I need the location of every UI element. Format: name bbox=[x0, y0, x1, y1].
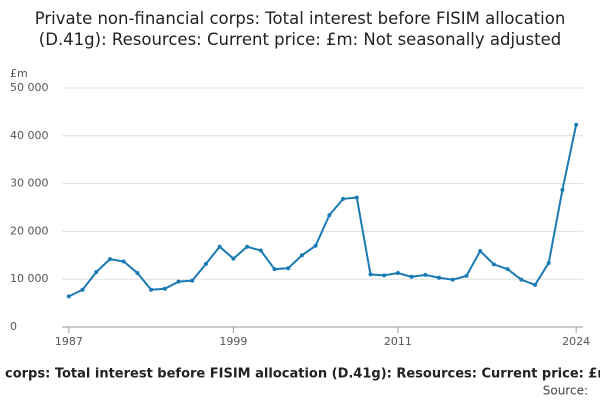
point bbox=[505, 267, 510, 272]
y-tick-label: 0 bbox=[10, 320, 17, 333]
point bbox=[231, 256, 236, 261]
point bbox=[546, 260, 551, 265]
point bbox=[176, 279, 181, 284]
point bbox=[395, 270, 400, 275]
y-tick-label: 10 000 bbox=[10, 272, 49, 285]
point bbox=[107, 257, 112, 262]
point bbox=[423, 272, 428, 277]
point bbox=[217, 244, 222, 249]
y-tick-label: 50 000 bbox=[10, 81, 49, 94]
line bbox=[68, 124, 578, 298]
point bbox=[478, 248, 483, 253]
point bbox=[341, 196, 346, 201]
point bbox=[519, 277, 524, 282]
point bbox=[149, 287, 154, 292]
point bbox=[286, 266, 291, 271]
footer: corps: Total interest before FISIM alloc… bbox=[5, 367, 600, 382]
y-tick-label: 20 000 bbox=[10, 224, 49, 237]
x-tick-label: 1999 bbox=[219, 335, 247, 348]
point bbox=[313, 243, 318, 248]
point bbox=[258, 248, 263, 253]
source: Source: bbox=[543, 384, 588, 398]
point bbox=[94, 270, 99, 275]
y-tick-label: 40 000 bbox=[10, 129, 49, 142]
point bbox=[560, 187, 565, 192]
point bbox=[491, 262, 496, 267]
point bbox=[533, 282, 538, 287]
point bbox=[368, 272, 373, 277]
point bbox=[121, 259, 126, 264]
point bbox=[450, 277, 455, 282]
x-tick-label: 2024 bbox=[562, 335, 590, 348]
y-unit: £m bbox=[10, 67, 28, 80]
x-tick-label: 1987 bbox=[55, 335, 83, 348]
point bbox=[409, 274, 414, 279]
y-tick-label: 30 000 bbox=[10, 177, 49, 190]
point bbox=[80, 287, 85, 292]
point bbox=[382, 273, 387, 278]
point bbox=[299, 253, 304, 258]
point bbox=[354, 195, 359, 200]
point bbox=[464, 273, 469, 278]
point bbox=[66, 294, 71, 299]
x-tick-label: 2011 bbox=[384, 335, 412, 348]
point bbox=[574, 122, 579, 127]
point bbox=[190, 278, 195, 283]
point bbox=[162, 286, 167, 291]
point bbox=[135, 270, 140, 275]
point bbox=[327, 213, 332, 218]
chart-title: Private non-financial corps: Total inter… bbox=[34, 9, 566, 49]
point bbox=[437, 275, 442, 280]
point bbox=[245, 244, 250, 249]
point bbox=[203, 261, 208, 266]
point bbox=[272, 267, 277, 272]
